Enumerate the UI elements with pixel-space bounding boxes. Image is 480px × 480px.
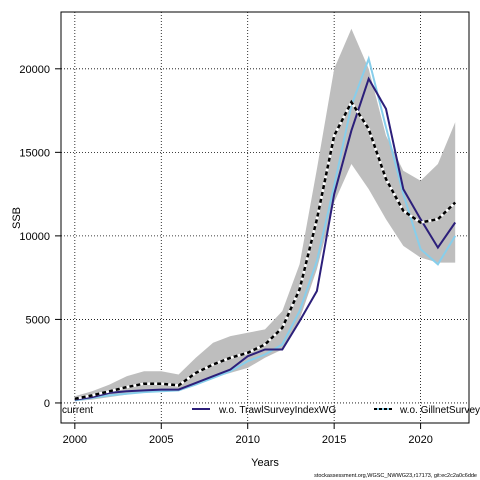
y-tick-label-0: 0 — [44, 398, 50, 410]
y-axis-title: SSB — [11, 207, 23, 229]
x-tick-label-2005: 2005 — [149, 434, 173, 446]
y-tick-label-20000: 20000 — [19, 64, 50, 76]
series-line-current — [74, 99, 457, 401]
series-layer — [74, 55, 457, 402]
y-tick-label-15000: 15000 — [19, 147, 50, 159]
confidence-band — [74, 28, 456, 402]
y-tick-label-5000: 5000 — [26, 314, 50, 326]
x-tick-label-2000: 2000 — [63, 434, 87, 446]
legend: current w.o. TrawlSurveyIndexWG w.o. Gil… — [62, 405, 480, 416]
footer-credit: stockassessment.org,WGSC_NWWG23,r17173, … — [314, 473, 477, 479]
y-tick-label-10000: 10000 — [19, 231, 50, 243]
legend-label-gillnet: w.o. GillnetSurveyInc — [399, 405, 480, 416]
legend-label-trawl: w.o. TrawlSurveyIndexWG — [218, 405, 336, 416]
series-line-w-o-trawlsurveyindexwg — [74, 76, 457, 401]
x-axis-title: Years — [251, 457, 279, 469]
x-tick-label-2015: 2015 — [322, 434, 346, 446]
x-tick-label-2010: 2010 — [235, 434, 259, 446]
y-axis: 0 5000 10000 15000 20000 — [19, 64, 61, 410]
x-axis: 2000 2005 2010 2015 2020 — [63, 423, 433, 446]
series-line-w-o-gillnetsurveyindex — [74, 55, 457, 402]
x-tick-label-2020: 2020 — [408, 434, 432, 446]
confidence-band-layer — [74, 28, 456, 402]
legend-label-current: current — [62, 405, 93, 416]
plot-frame — [60, 11, 470, 424]
